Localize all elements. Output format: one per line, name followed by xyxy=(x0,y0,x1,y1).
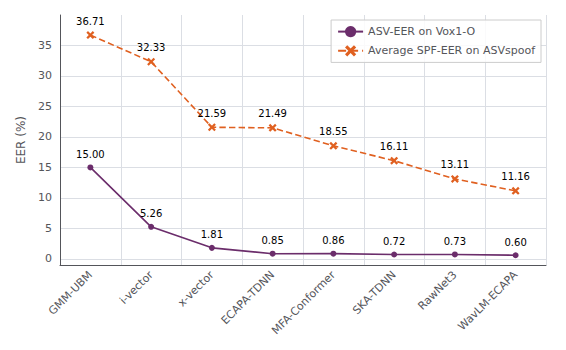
svg-text:0.72: 0.72 xyxy=(383,236,405,247)
svg-text:13.11: 13.11 xyxy=(441,159,470,170)
svg-text:0.85: 0.85 xyxy=(261,235,283,246)
svg-text:5: 5 xyxy=(45,222,52,235)
svg-text:i-vector: i-vector xyxy=(117,268,156,307)
svg-text:EER (%): EER (%) xyxy=(14,116,28,164)
svg-text:ECAPA-TDNN: ECAPA-TDNN xyxy=(219,268,278,327)
svg-text:16.11: 16.11 xyxy=(380,141,409,152)
svg-text:0.73: 0.73 xyxy=(444,236,466,247)
svg-text:20: 20 xyxy=(38,130,52,143)
svg-text:WavLM-ECAPA: WavLM-ECAPA xyxy=(456,268,521,333)
svg-text:15.00: 15.00 xyxy=(76,149,105,160)
svg-text:GMM-UBM: GMM-UBM xyxy=(46,268,95,317)
svg-text:0.60: 0.60 xyxy=(504,237,526,248)
svg-text:1.81: 1.81 xyxy=(201,229,223,240)
svg-text:Average SPF-EER on ASVspoof: Average SPF-EER on ASVspoof xyxy=(368,44,536,57)
svg-text:36.71: 36.71 xyxy=(76,16,105,27)
svg-text:0.86: 0.86 xyxy=(322,235,344,246)
svg-text:RawNet3: RawNet3 xyxy=(415,268,459,312)
svg-text:32.33: 32.33 xyxy=(137,42,166,53)
svg-text:11.16: 11.16 xyxy=(501,171,530,182)
svg-text:15: 15 xyxy=(38,161,52,174)
svg-text:MFA-Conformer: MFA-Conformer xyxy=(269,268,338,337)
svg-text:x-vector: x-vector xyxy=(175,268,216,309)
svg-text:18.55: 18.55 xyxy=(319,126,348,137)
svg-text:35: 35 xyxy=(38,39,52,52)
svg-text:21.59: 21.59 xyxy=(198,108,227,119)
svg-text:21.49: 21.49 xyxy=(258,108,287,119)
svg-text:ASV-EER on Vox1-O: ASV-EER on Vox1-O xyxy=(368,25,475,38)
svg-text:30: 30 xyxy=(38,69,52,82)
svg-text:SKA-TDNN: SKA-TDNN xyxy=(350,268,399,317)
svg-text:5.26: 5.26 xyxy=(140,208,162,219)
svg-text:0: 0 xyxy=(45,252,52,265)
svg-text:10: 10 xyxy=(38,191,52,204)
svg-text:25: 25 xyxy=(38,100,52,113)
